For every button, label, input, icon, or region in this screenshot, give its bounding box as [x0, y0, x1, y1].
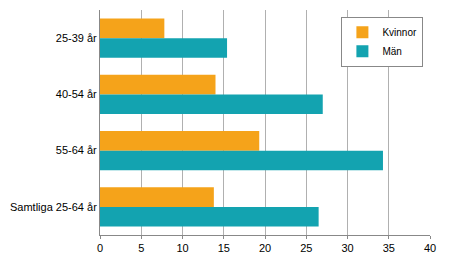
- svg-text:40: 40: [424, 242, 436, 254]
- svg-text:10: 10: [176, 242, 188, 254]
- svg-text:40-54 år: 40-54 år: [56, 88, 97, 100]
- svg-text:Kvinnor: Kvinnor: [382, 27, 417, 38]
- svg-text:25: 25: [300, 242, 312, 254]
- svg-text:Samtliga 25-64 år: Samtliga 25-64 år: [10, 201, 97, 213]
- svg-text:5: 5: [138, 242, 144, 254]
- svg-text:20: 20: [259, 242, 271, 254]
- svg-text:55-64 år: 55-64 år: [56, 144, 97, 156]
- svg-text:0: 0: [97, 242, 103, 254]
- svg-text:15: 15: [218, 242, 230, 254]
- svg-text:Män: Män: [382, 46, 401, 57]
- svg-text:25-39 år: 25-39 år: [56, 32, 97, 44]
- svg-text:35: 35: [383, 242, 395, 254]
- svg-text:30: 30: [341, 242, 353, 254]
